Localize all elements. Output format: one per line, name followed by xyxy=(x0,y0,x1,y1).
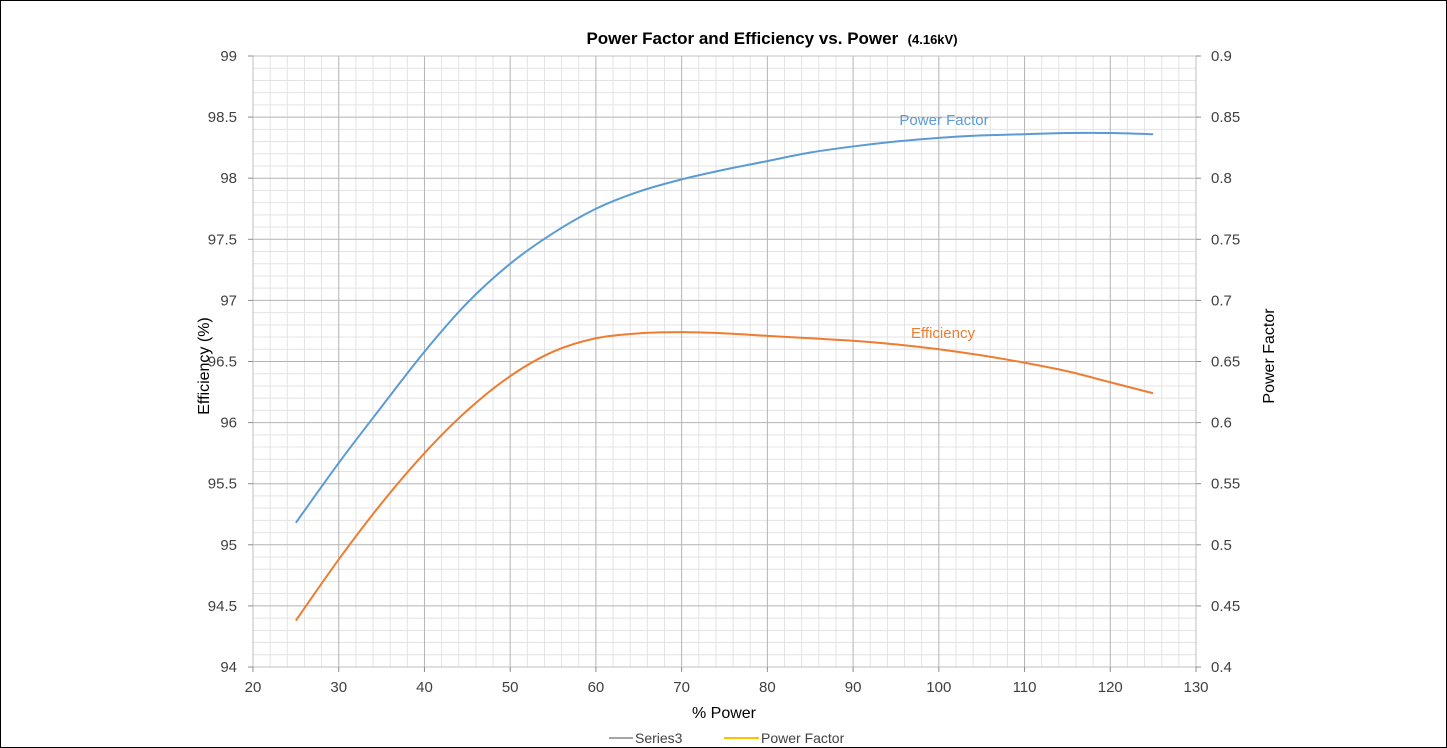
chart-title-main: Power Factor and Efficiency vs. Power xyxy=(586,29,898,48)
legend-label-series3: Series3 xyxy=(635,730,683,746)
left-tick-label: 94.5 xyxy=(208,598,237,615)
x-tick-label: 60 xyxy=(588,679,605,696)
left-axis-tick-labels: 94 94.5 95 95.5 96 96.5 97 97.5 98 98.5 99 xyxy=(208,48,237,676)
x-tick-label: 120 xyxy=(1098,679,1123,696)
left-tick-label: 96.5 xyxy=(208,354,237,371)
right-tick-label: 0.85 xyxy=(1211,109,1240,126)
x-tick-label: 40 xyxy=(416,679,433,696)
efficiency-line xyxy=(295,331,1154,622)
chart-title-voltage: (4.16kV) xyxy=(908,32,958,47)
series-lines: Power Factor Efficiency xyxy=(295,112,1154,622)
right-tick-label: 0.9 xyxy=(1211,48,1232,65)
power-factor-data-label: Power Factor xyxy=(899,112,988,129)
x-tick-label: 90 xyxy=(845,679,862,696)
legend-label-power-factor: Power Factor xyxy=(761,730,845,746)
left-tick-label: 95.5 xyxy=(208,476,237,493)
axis-tick-marks xyxy=(248,55,1201,672)
left-tick-label: 97.5 xyxy=(208,231,237,248)
right-tick-label: 0.4 xyxy=(1211,659,1232,676)
left-tick-label: 96 xyxy=(220,415,237,432)
x-tick-label: 30 xyxy=(330,679,347,696)
right-tick-label: 0.7 xyxy=(1211,292,1232,309)
left-tick-label: 98 xyxy=(220,170,237,187)
right-tick-label: 0.5 xyxy=(1211,537,1232,554)
efficiency-data-label: Efficiency xyxy=(911,325,975,342)
x-tick-label: 130 xyxy=(1183,679,1208,696)
x-tick-label: 50 xyxy=(502,679,519,696)
right-tick-label: 0.75 xyxy=(1211,231,1240,248)
left-tick-label: 94 xyxy=(220,659,237,676)
right-axis-title: Power Factor xyxy=(1261,308,1278,404)
power-factor-line xyxy=(295,131,1154,524)
left-tick-label: 98.5 xyxy=(208,109,237,126)
chart-legend: Series3 Power Factor xyxy=(609,730,845,746)
left-tick-label: 95 xyxy=(220,537,237,554)
right-tick-label: 0.65 xyxy=(1211,354,1240,371)
right-axis-tick-labels: 0.4 0.45 0.5 0.55 0.6 0.65 0.7 0.75 0.8 0.85 0.9 xyxy=(1211,48,1240,676)
left-tick-label: 97 xyxy=(220,292,237,309)
x-tick-label: 100 xyxy=(926,679,951,696)
major-gridlines xyxy=(252,55,1197,668)
left-axis-title: Efficiency (%) xyxy=(196,317,213,415)
right-tick-label: 0.6 xyxy=(1211,415,1232,432)
right-tick-label: 0.8 xyxy=(1211,170,1232,187)
chart-title: Power Factor and Efficiency vs. Power (4… xyxy=(586,29,957,48)
right-tick-label: 0.55 xyxy=(1211,476,1240,493)
x-axis-tick-labels: 20 30 40 50 60 70 80 90 100 110 120 130 xyxy=(245,679,1209,696)
x-tick-label: 80 xyxy=(759,679,776,696)
right-tick-label: 0.45 xyxy=(1211,598,1240,615)
x-axis-title: % Power xyxy=(692,705,757,722)
x-tick-label: 110 xyxy=(1013,679,1037,696)
left-tick-label: 99 xyxy=(220,48,237,65)
x-tick-label: 70 xyxy=(673,679,690,696)
x-tick-label: 20 xyxy=(245,679,262,696)
